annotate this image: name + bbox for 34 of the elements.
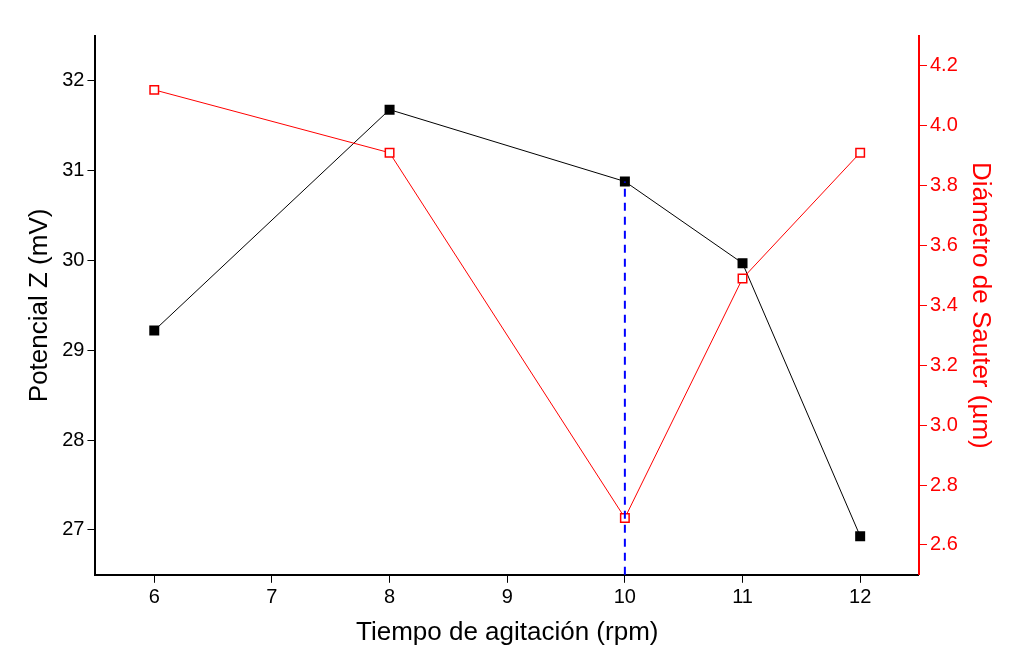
point — [149, 84, 160, 95]
y2-axis-title: Diámetro de Sauter (µm) — [967, 162, 998, 449]
point — [855, 147, 866, 158]
y-tick-label: 27 — [62, 517, 85, 540]
point — [855, 531, 866, 542]
y2-tick-label: 3.0 — [930, 412, 958, 435]
point — [737, 273, 748, 284]
point — [619, 176, 630, 187]
y2-tick-label: 4.0 — [930, 113, 958, 136]
y2-tick-label: 2.6 — [930, 532, 958, 555]
x-tick-label: 10 — [613, 585, 636, 608]
x-axis-title: Tiempo de agitación (rpm) — [355, 615, 659, 646]
x-tick-label: 7 — [266, 585, 278, 608]
y-tick-label: 31 — [62, 158, 85, 181]
x-tick-label: 11 — [732, 585, 753, 608]
point — [384, 104, 395, 115]
x-tick-label: 6 — [148, 585, 160, 608]
y-tick-label: 28 — [62, 427, 85, 450]
x-tick-label: 12 — [849, 585, 872, 608]
y2-tick-label: 2.8 — [930, 472, 958, 495]
point — [149, 325, 160, 336]
y2-tick-label: 3.4 — [930, 292, 958, 315]
y-axis-title: Potencial Z (mV) — [22, 208, 53, 403]
point — [737, 258, 748, 269]
y-tick-label: 32 — [62, 68, 85, 91]
y2-tick-label: 3.6 — [930, 233, 958, 256]
y2-tick-label: 4.2 — [930, 53, 958, 76]
y2-tick-label: 3.2 — [930, 352, 958, 375]
y2-tick-label: 3.8 — [930, 173, 958, 196]
point — [384, 147, 395, 158]
y-tick-label: 30 — [62, 248, 85, 271]
x-tick-label: 9 — [501, 585, 513, 608]
y-tick-label: 29 — [62, 337, 85, 360]
x-tick-label: 8 — [384, 585, 396, 608]
